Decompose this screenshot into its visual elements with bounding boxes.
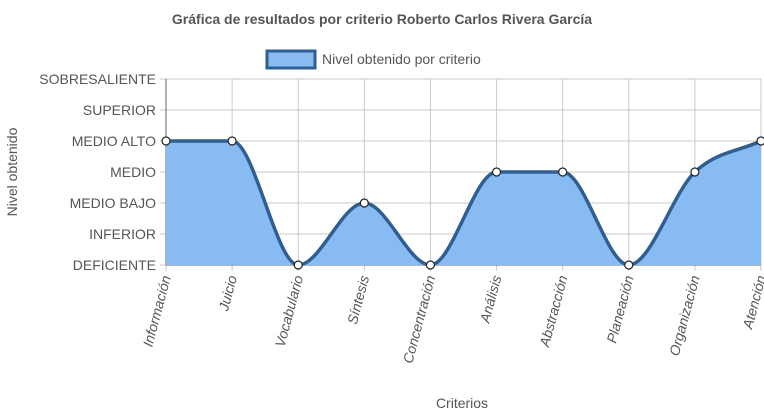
series-line — [164, 139, 763, 267]
y-tick-label: SOBRESALIENTE — [39, 71, 156, 87]
x-tick-label: Juicio — [215, 273, 240, 313]
legend-swatch — [265, 49, 317, 70]
y-tick-label: MEDIO BAJO — [70, 195, 156, 211]
data-point[interactable] — [293, 260, 303, 270]
x-tick-label: Organización — [666, 273, 703, 357]
data-point[interactable] — [161, 136, 171, 146]
data-point[interactable] — [756, 136, 764, 146]
x-tick-label: Abstracción — [536, 273, 571, 349]
legend-label: Nivel obtenido por criterio — [322, 51, 481, 67]
y-tick-labels: DEFICIENTE INFERIOR MEDIO BAJO MEDIO MEDIO A… — [39, 71, 156, 273]
series-points-layer — [161, 136, 764, 270]
data-point[interactable] — [690, 167, 700, 177]
x-tick-label: Atención — [739, 273, 764, 331]
data-point[interactable] — [359, 198, 369, 208]
x-axis-title: Criterios — [436, 395, 488, 411]
data-point[interactable] — [227, 136, 237, 146]
series-area-layer — [164, 139, 763, 267]
y-tick-label: MEDIO — [110, 164, 156, 180]
y-tick-label: SUPERIOR — [83, 102, 156, 118]
y-axis-title: Nivel obtenido — [4, 127, 20, 216]
x-tick-label: Información — [140, 273, 174, 348]
y-tick-label: DEFICIENTE — [73, 257, 156, 273]
data-point[interactable] — [624, 260, 634, 270]
data-point[interactable] — [491, 167, 502, 177]
data-point[interactable] — [425, 260, 436, 270]
y-tick-label: INFERIOR — [89, 226, 156, 242]
chart-title: Gráfica de resultados por criterio Rober… — [172, 11, 592, 27]
x-tick-label: Concentración — [400, 273, 439, 365]
x-tick-label: Planeación — [603, 273, 636, 344]
data-point[interactable] — [558, 167, 568, 177]
legend[interactable]: Nivel obtenido por criterio — [265, 49, 481, 70]
x-tick-labels: Información Juicio Vocabulario Síntesis Conc… — [140, 273, 764, 365]
series-area-fill — [166, 141, 761, 265]
x-tick-label: Análisis — [476, 274, 504, 326]
x-tick-label: Vocabulario — [272, 273, 307, 348]
x-tick-label: Síntesis — [344, 274, 372, 326]
y-tick-label: MEDIO ALTO — [72, 133, 156, 149]
